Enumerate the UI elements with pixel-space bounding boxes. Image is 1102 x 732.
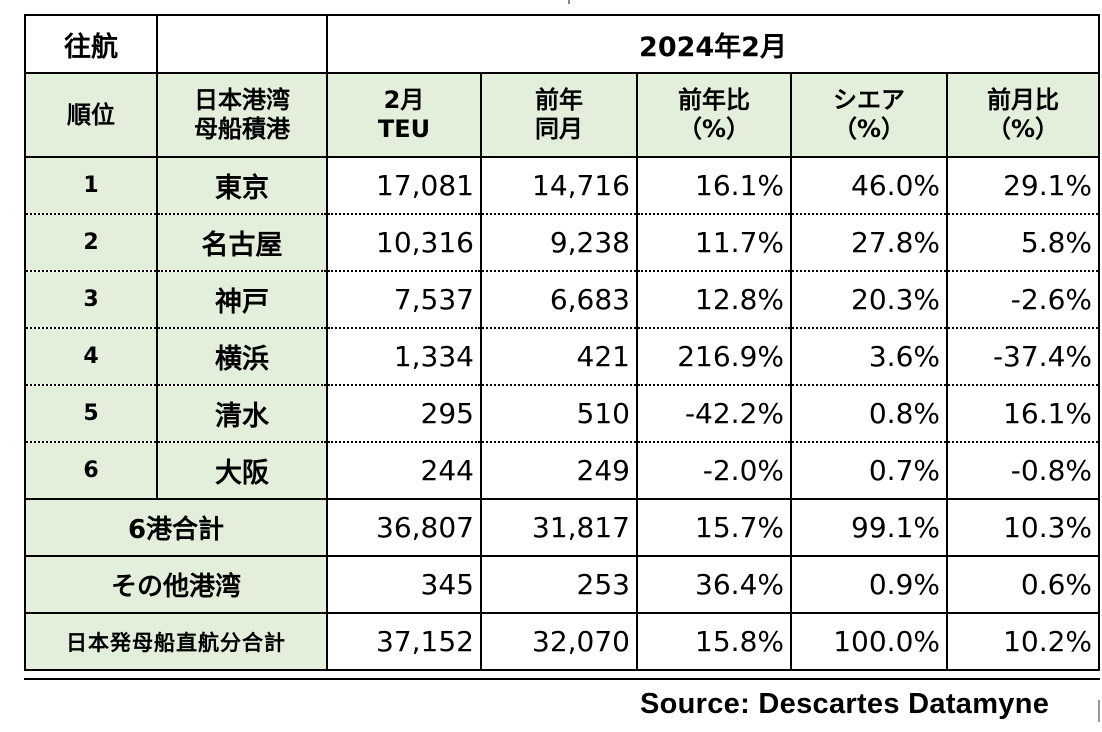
port-cell: 清水 (156, 384, 328, 443)
mom-cell: 5.8% (945, 213, 1101, 272)
prev-cell: 253 (480, 555, 638, 614)
share-cell: 27.8% (790, 213, 948, 272)
yoy-cell: -42.2% (636, 384, 792, 443)
direction-label: 往航 (24, 14, 158, 74)
table-row: 6 大阪 244 249 -2.0% 0.7% -0.8% (24, 441, 1101, 500)
header-yoy-line2: （%） (677, 115, 751, 143)
prev-cell: 31,817 (480, 498, 638, 557)
header-port-line1: 日本港湾 (194, 86, 290, 115)
teu-cell: 7,537 (326, 270, 482, 329)
header-teu-line1: 2月 (383, 86, 425, 115)
header-mom-line1: 前月比 (987, 86, 1059, 115)
header-rank-text: 順位 (67, 100, 115, 129)
prev-cell: 6,683 (480, 270, 638, 329)
prev-cell: 510 (480, 384, 638, 443)
right-edge-mark (1098, 700, 1100, 722)
teu-cell: 37,152 (326, 612, 482, 671)
header-mom-line2: （%） (986, 115, 1060, 143)
header-prev-line2: 同月 (535, 115, 583, 143)
mom-cell: -0.8% (945, 441, 1101, 500)
yoy-cell: 15.8% (636, 612, 792, 671)
port-cell: 名古屋 (156, 213, 328, 272)
port-cell: 大阪 (156, 441, 328, 500)
teu-cell: 244 (326, 441, 482, 500)
header-share-line2: （%） (832, 115, 906, 143)
port-cell: 神戸 (156, 270, 328, 329)
title-row: 往航 2024年2月 (24, 14, 1101, 74)
share-cell: 0.8% (790, 384, 948, 443)
teu-cell: 10,316 (326, 213, 482, 272)
prev-cell: 249 (480, 441, 638, 500)
port-cell: 横浜 (156, 327, 328, 386)
header-yoy: 前年比 （%） (636, 72, 792, 158)
mom-cell: 10.3% (945, 498, 1101, 557)
port-cell: 東京 (156, 156, 328, 215)
rank-cell: 4 (24, 327, 158, 386)
header-teu-line2: TEU (377, 115, 431, 143)
header-prev-line1: 前年 (535, 86, 583, 115)
mom-cell: 16.1% (945, 384, 1101, 443)
header-mom: 前月比 （%） (945, 72, 1101, 158)
yoy-cell: -2.0% (636, 441, 792, 500)
source-caption: Source: Descartes Datamyne (640, 688, 1050, 720)
header-port-line2: 母船積港 (194, 115, 290, 143)
mom-cell: -37.4% (945, 327, 1101, 386)
table-row: 2 名古屋 10,316 9,238 11.7% 27.8% 5.8% (24, 213, 1101, 272)
yoy-cell: 11.7% (636, 213, 792, 272)
rank-cell: 5 (24, 384, 158, 443)
subtotal-label: 6港合計 (24, 498, 328, 557)
yoy-cell: 36.4% (636, 555, 792, 614)
share-cell: 99.1% (790, 498, 948, 557)
mom-cell: 0.6% (945, 555, 1101, 614)
teu-cell: 36,807 (326, 498, 482, 557)
grand-total-label: 日本発母船直航分合計 (24, 612, 328, 671)
teu-cell: 17,081 (326, 156, 482, 215)
share-cell: 0.7% (790, 441, 948, 500)
table-row: 5 清水 295 510 -42.2% 0.8% 16.1% (24, 384, 1101, 443)
header-teu: 2月 TEU (326, 72, 482, 158)
share-cell: 100.0% (790, 612, 948, 671)
blank-title-cell (156, 14, 328, 74)
header-yoy-line1: 前年比 (678, 86, 750, 115)
share-cell: 46.0% (790, 156, 948, 215)
mom-cell: -2.6% (945, 270, 1101, 329)
prev-cell: 421 (480, 327, 638, 386)
teu-cell: 1,334 (326, 327, 482, 386)
table-bottom-rule (24, 678, 1100, 680)
teu-cell: 295 (326, 384, 482, 443)
table-row: 1 東京 17,081 14,716 16.1% 46.0% 29.1% (24, 156, 1101, 215)
share-cell: 0.9% (790, 555, 948, 614)
rank-cell: 3 (24, 270, 158, 329)
yoy-cell: 15.7% (636, 498, 792, 557)
table-row: 3 神戸 7,537 6,683 12.8% 20.3% -2.6% (24, 270, 1101, 329)
rank-cell: 6 (24, 441, 158, 500)
period-title: 2024年2月 (325, 14, 1101, 74)
rank-cell: 1 (24, 156, 158, 215)
subtotal-row: 6港合計 36,807 31,817 15.7% 99.1% 10.3% (24, 498, 1101, 557)
mom-cell: 29.1% (945, 156, 1101, 215)
yoy-cell: 216.9% (636, 327, 792, 386)
prev-cell: 14,716 (480, 156, 638, 215)
share-cell: 3.6% (790, 327, 948, 386)
other-ports-label: その他港湾 (24, 555, 328, 614)
header-share-line1: シエア (833, 86, 905, 115)
header-rank: 順位 (24, 72, 158, 158)
header-port: 日本港湾 母船積港 (156, 72, 328, 158)
share-cell: 20.3% (790, 270, 948, 329)
teu-cell: 345 (326, 555, 482, 614)
header-prev: 前年 同月 (480, 72, 638, 158)
rank-cell: 2 (24, 213, 158, 272)
table-row: 4 横浜 1,334 421 216.9% 3.6% -37.4% (24, 327, 1101, 386)
yoy-cell: 12.8% (636, 270, 792, 329)
other-ports-row: その他港湾 345 253 36.4% 0.9% 0.6% (24, 555, 1101, 614)
prev-cell: 32,070 (480, 612, 638, 671)
teu-ranking-table: 往航 2024年2月 順位 日本港湾 母船積港 2月 TEU 前年 同月 前年比… (24, 14, 1101, 671)
prev-cell: 9,238 (480, 213, 638, 272)
yoy-cell: 16.1% (636, 156, 792, 215)
grand-total-row: 日本発母船直航分合計 37,152 32,070 15.8% 100.0% 10… (24, 612, 1101, 671)
header-share: シエア （%） (790, 72, 948, 158)
top-edge-mark (568, 0, 570, 4)
mom-cell: 10.2% (945, 612, 1101, 671)
header-row: 順位 日本港湾 母船積港 2月 TEU 前年 同月 前年比 （%） シエア （%… (24, 72, 1101, 158)
